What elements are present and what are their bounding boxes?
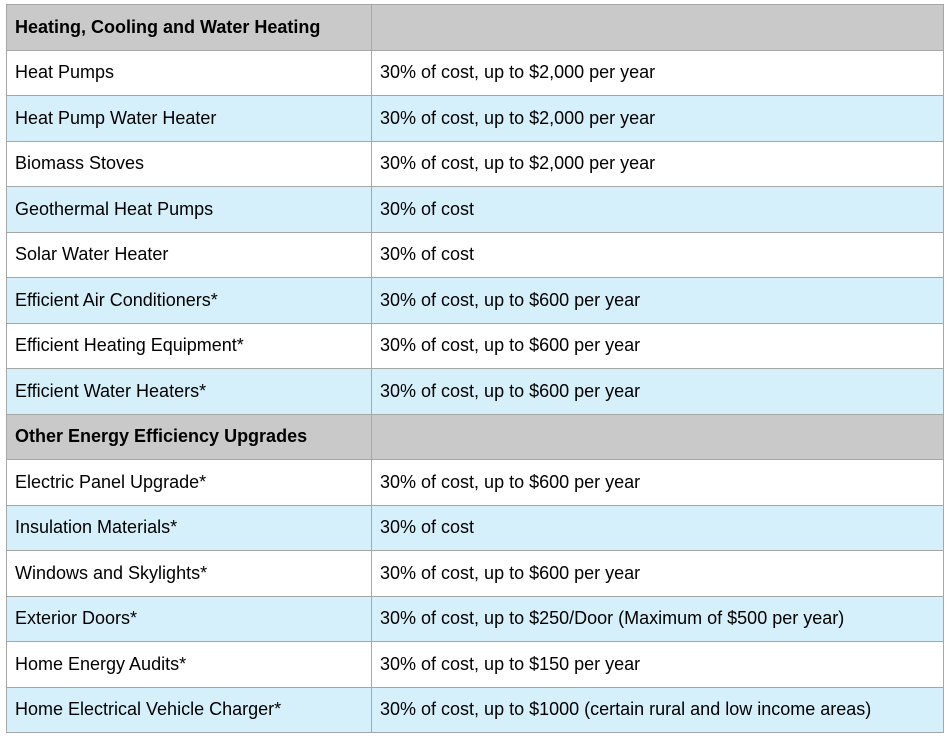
credit-cell: 30% of cost, up to $1000 (certain rural … <box>371 686 944 733</box>
item-cell: Solar Water Heater <box>6 231 372 278</box>
credit-cell: 30% of cost <box>371 231 944 278</box>
credit-cell: 30% of cost, up to $600 per year <box>371 368 944 415</box>
section-header-heating-cooling: Heating, Cooling and Water Heating <box>6 4 944 51</box>
table-row: Home Energy Audits* 30% of cost, up to $… <box>6 641 944 688</box>
item-cell: Electric Panel Upgrade* <box>6 459 372 506</box>
table-row: Exterior Doors* 30% of cost, up to $250/… <box>6 595 944 642</box>
item-cell: Efficient Air Conditioners* <box>6 277 372 324</box>
item-cell: Heat Pump Water Heater <box>6 95 372 142</box>
section-header-blank-cell <box>371 413 944 460</box>
item-cell: Exterior Doors* <box>6 595 372 642</box>
table-row: Electric Panel Upgrade* 30% of cost, up … <box>6 459 944 506</box>
table-row: Heat Pump Water Heater 30% of cost, up t… <box>6 95 944 142</box>
credit-cell: 30% of cost, up to $2,000 per year <box>371 49 944 96</box>
credit-cell: 30% of cost, up to $250/Door (Maximum of… <box>371 595 944 642</box>
tax-credit-table-container: Heating, Cooling and Water Heating Heat … <box>6 4 944 733</box>
table-row: Solar Water Heater 30% of cost <box>6 231 944 278</box>
item-cell: Home Energy Audits* <box>6 641 372 688</box>
item-cell: Home Electrical Vehicle Charger* <box>6 686 372 733</box>
item-cell: Windows and Skylights* <box>6 550 372 597</box>
item-cell: Insulation Materials* <box>6 504 372 551</box>
table-row: Efficient Air Conditioners* 30% of cost,… <box>6 277 944 324</box>
item-cell: Heat Pumps <box>6 49 372 96</box>
table-row: Efficient Heating Equipment* 30% of cost… <box>6 322 944 369</box>
table-row: Efficient Water Heaters* 30% of cost, up… <box>6 368 944 415</box>
item-cell: Biomass Stoves <box>6 140 372 187</box>
table-row: Biomass Stoves 30% of cost, up to $2,000… <box>6 140 944 187</box>
credit-cell: 30% of cost, up to $600 per year <box>371 277 944 324</box>
credit-cell: 30% of cost, up to $600 per year <box>371 459 944 506</box>
credit-cell: 30% of cost, up to $600 per year <box>371 322 944 369</box>
table-row: Windows and Skylights* 30% of cost, up t… <box>6 550 944 597</box>
table-row: Heat Pumps 30% of cost, up to $2,000 per… <box>6 49 944 96</box>
section-title: Other Energy Efficiency Upgrades <box>6 413 372 460</box>
section-header-other-upgrades: Other Energy Efficiency Upgrades <box>6 413 944 460</box>
credit-cell: 30% of cost, up to $600 per year <box>371 550 944 597</box>
table-row: Insulation Materials* 30% of cost <box>6 504 944 551</box>
credit-cell: 30% of cost, up to $2,000 per year <box>371 95 944 142</box>
item-cell: Efficient Heating Equipment* <box>6 322 372 369</box>
tax-credit-table: Heating, Cooling and Water Heating Heat … <box>6 4 944 733</box>
table-row: Geothermal Heat Pumps 30% of cost <box>6 186 944 233</box>
item-cell: Efficient Water Heaters* <box>6 368 372 415</box>
credit-cell: 30% of cost <box>371 186 944 233</box>
item-cell: Geothermal Heat Pumps <box>6 186 372 233</box>
section-header-blank-cell <box>371 4 944 51</box>
credit-cell: 30% of cost, up to $150 per year <box>371 641 944 688</box>
table-row: Home Electrical Vehicle Charger* 30% of … <box>6 686 944 733</box>
section-title: Heating, Cooling and Water Heating <box>6 4 372 51</box>
credit-cell: 30% of cost, up to $2,000 per year <box>371 140 944 187</box>
credit-cell: 30% of cost <box>371 504 944 551</box>
